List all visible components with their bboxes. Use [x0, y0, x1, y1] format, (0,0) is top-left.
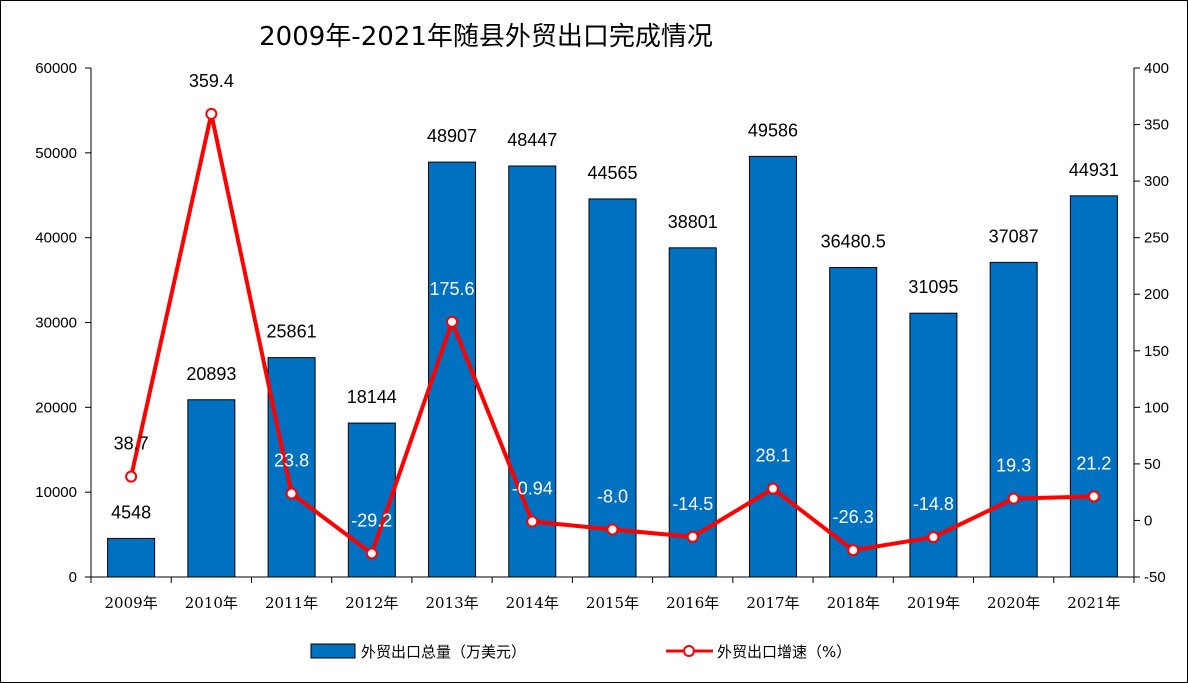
bar-data-label: 37087 [989, 226, 1039, 246]
bar [508, 165, 557, 578]
line-point [927, 531, 940, 544]
x-tick-label: 2014年 [506, 594, 559, 612]
x-tick-label: 2015年 [586, 594, 639, 612]
bar-data-label: 4548 [111, 502, 151, 522]
bar-data-label: 44931 [1069, 160, 1119, 180]
y-right-tick-label: 250 [1144, 230, 1169, 247]
bar-labels: 4548 20893 25861 18144 48907 48447 44565 38801 4… [111, 120, 1119, 522]
bar [187, 399, 236, 578]
line-data-label: -14.5 [672, 494, 713, 514]
y-left-tick-label: 20000 [35, 399, 77, 416]
y-right-tick-label: 400 [1144, 60, 1169, 77]
line-point [686, 530, 699, 543]
bar [1069, 195, 1118, 578]
bar [989, 261, 1038, 578]
line-point [205, 107, 218, 120]
x-tick-label: 2018年 [827, 594, 880, 612]
x-tick-label: 2021年 [1067, 594, 1120, 612]
x-tick-label: 2013年 [425, 594, 478, 612]
bar [748, 155, 797, 578]
bar [107, 537, 156, 578]
line-point [365, 547, 378, 560]
bar [668, 247, 717, 578]
line-series [125, 107, 1100, 560]
line-data-label: 359.4 [189, 71, 234, 91]
bar [829, 267, 878, 578]
line-point [766, 482, 779, 495]
bar-data-label: 44565 [587, 163, 637, 183]
line-point [526, 515, 539, 528]
bar-data-label: 18144 [347, 387, 397, 407]
bar-data-label: 20893 [186, 364, 236, 384]
line-data-label: 23.8 [274, 451, 309, 471]
legend-line-marker [683, 645, 695, 657]
axes: 0 10000 20000 30000 40000 50000 60000 -50 0 50 100… [35, 60, 1169, 612]
bar [267, 357, 316, 578]
line-point [606, 523, 619, 536]
y-left-tick-label: 30000 [35, 315, 77, 332]
x-tick-label: 2020年 [987, 594, 1040, 612]
bar-data-label: 48447 [507, 130, 557, 150]
bar-data-label: 25861 [267, 322, 317, 342]
line-point [1087, 490, 1100, 503]
y-right-tick-label: -50 [1144, 569, 1166, 586]
x-tick-label: 2010年 [185, 594, 238, 612]
x-tick-label: 2016年 [666, 594, 719, 612]
bar-data-label: 38801 [668, 212, 718, 232]
x-tick-label: 2009年 [105, 594, 158, 612]
line-data-label: -29.2 [351, 510, 392, 530]
line-point [1007, 492, 1020, 505]
legend-bar-label: 外贸出口总量（万美元） [361, 643, 526, 661]
x-tick-label: 2012年 [345, 594, 398, 612]
line-labels: 38.7 359.4 23.8 -29.2 175.6 -0.94 -8.0 -14.5 28.… [114, 71, 1112, 531]
chart-title: 2009年-2021年随县外贸出口完成情况 [259, 22, 713, 52]
line-data-label: 19.3 [996, 456, 1031, 476]
line-data-label: 21.2 [1076, 453, 1111, 473]
line-data-label: 28.1 [755, 446, 790, 466]
y-right-tick-label: 150 [1144, 343, 1169, 360]
x-tick-label: 2017年 [746, 594, 799, 612]
bar [588, 198, 637, 578]
y-left-tick-label: 40000 [35, 230, 77, 247]
legend-bar-swatch [310, 643, 356, 659]
y-right-tick-label: 100 [1144, 399, 1169, 416]
y-right-tick-label: 50 [1144, 456, 1161, 473]
bar-data-label: 48907 [427, 126, 477, 146]
bar-data-label: 36480.5 [821, 232, 886, 252]
x-tick-label: 2011年 [265, 594, 318, 612]
line-point [125, 470, 138, 483]
legend: 外贸出口总量（万美元） 外贸出口增速（%） [310, 643, 851, 661]
line-data-label: -0.94 [512, 479, 553, 499]
y-right-tick-label: 200 [1144, 286, 1169, 303]
bar-series [107, 155, 1118, 578]
line-data-label: -26.3 [833, 507, 874, 527]
bar-data-label: 31095 [908, 277, 958, 297]
y-left-tick-label: 60000 [35, 60, 77, 77]
line-data-label: -14.8 [913, 494, 954, 514]
y-right-tick-label: 0 [1144, 512, 1152, 529]
line-point [285, 487, 298, 500]
line-data-label: 38.7 [114, 434, 149, 454]
legend-line-label: 外贸出口增速（%） [717, 643, 851, 661]
line-point [847, 544, 860, 557]
y-left-tick-label: 0 [69, 569, 77, 586]
y-right-tick-label: 300 [1144, 173, 1169, 190]
x-tick-label: 2019年 [907, 594, 960, 612]
line-data-label: -8.0 [597, 486, 628, 506]
line-point [446, 315, 459, 328]
y-left-tick-label: 50000 [35, 145, 77, 162]
line-data-label: 175.6 [430, 279, 475, 299]
y-left-tick-label: 10000 [35, 484, 77, 501]
bar-data-label: 49586 [748, 120, 798, 140]
y-right-tick-label: 350 [1144, 117, 1169, 134]
